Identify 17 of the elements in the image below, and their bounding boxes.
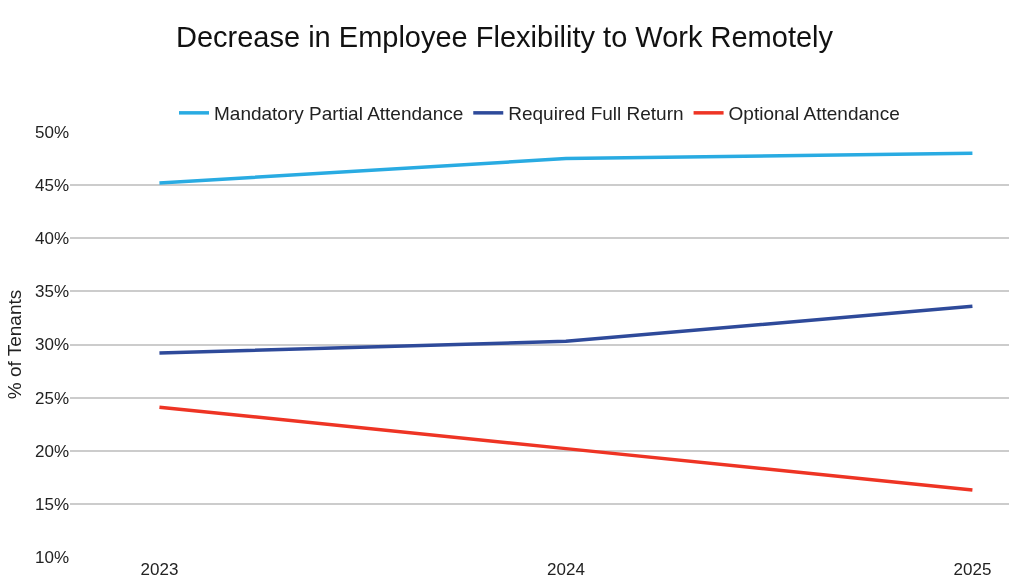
- legend-label: Required Full Return: [508, 103, 684, 125]
- y-tick-label: 15%: [34, 494, 69, 514]
- chart-title: Decrease in Employee Flexibility to Work Remotely: [175, 20, 834, 53]
- y-tick-label: 25%: [34, 388, 69, 408]
- y-tick-label: 30%: [34, 335, 69, 355]
- y-tick-label: 10%: [34, 547, 69, 567]
- x-tick-label: 2025: [953, 560, 992, 579]
- y-axis-title: % of Tenants: [3, 289, 25, 400]
- y-tick-label: 40%: [34, 229, 69, 249]
- y-tick-label: 45%: [34, 176, 69, 196]
- legend-label: Mandatory Partial Attendance: [214, 103, 464, 125]
- y-tick-label: 35%: [34, 282, 69, 302]
- y-tick-label: 20%: [34, 441, 69, 461]
- y-tick-label: 50%: [34, 122, 69, 142]
- legend-label: Optional Attendance: [728, 103, 900, 125]
- x-tick-label: 2023: [140, 560, 179, 579]
- x-tick-label: 2024: [547, 560, 585, 579]
